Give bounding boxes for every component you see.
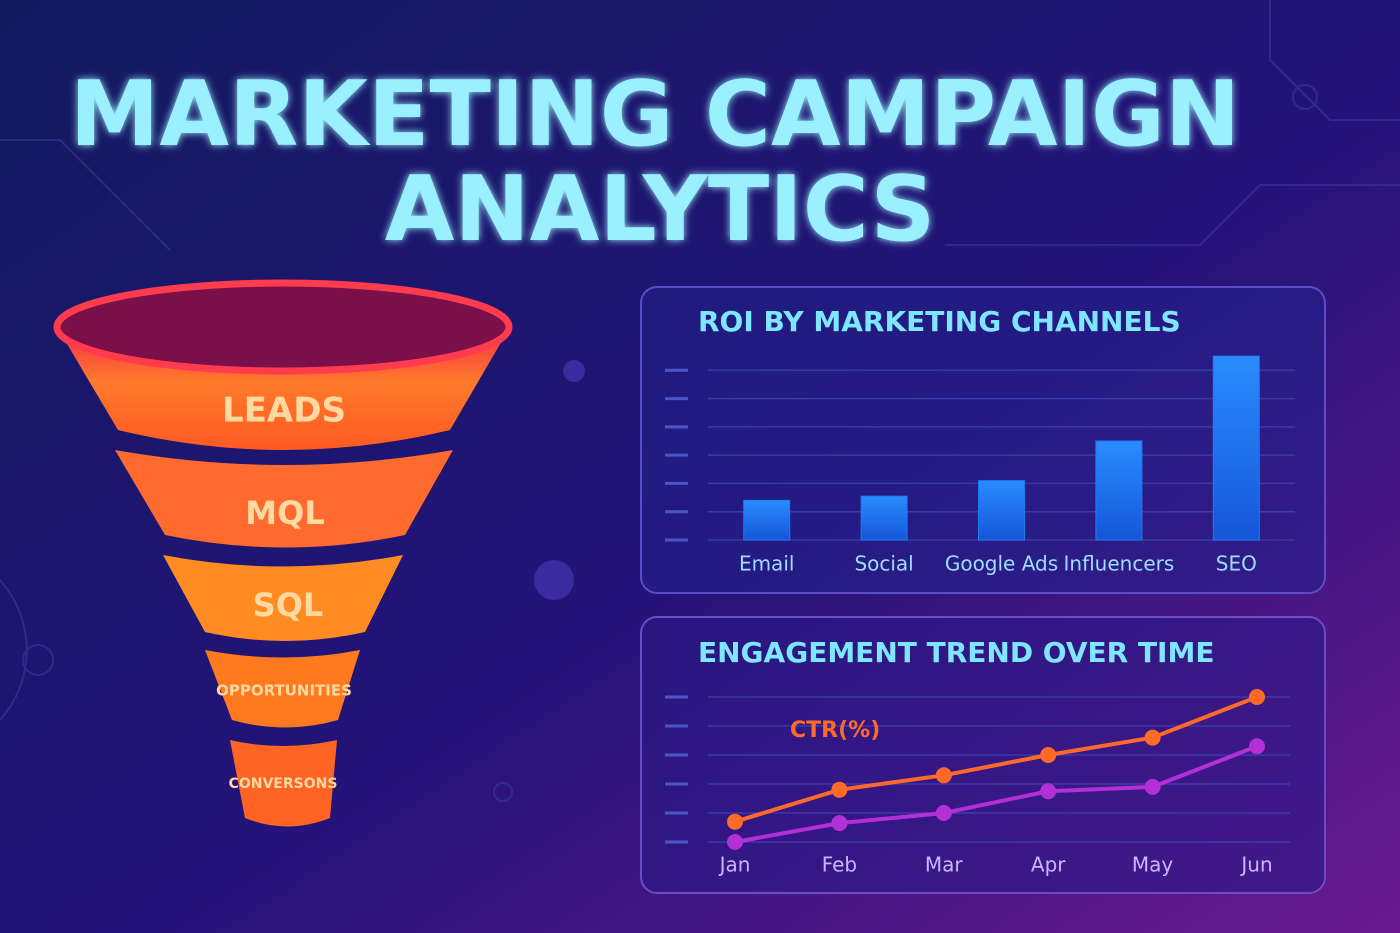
point bbox=[1040, 783, 1057, 800]
line bbox=[734, 744, 1258, 844]
title: MARKETING CAMPAIGN bbox=[70, 62, 1240, 167]
x-tick-label: Jun bbox=[1239, 853, 1272, 877]
bar bbox=[860, 495, 908, 541]
point bbox=[1249, 738, 1265, 755]
funnel-stage bbox=[115, 450, 453, 548]
line bbox=[734, 695, 1258, 824]
x-tick-label: Mar bbox=[925, 853, 964, 877]
bar bbox=[1095, 440, 1143, 541]
funnel-label: SQL bbox=[253, 586, 324, 624]
funnel-stage bbox=[230, 740, 337, 827]
funnel-stage bbox=[205, 650, 360, 728]
x-tick-label: SEO bbox=[1216, 552, 1257, 576]
x-tick-label: May bbox=[1132, 853, 1174, 877]
point bbox=[831, 815, 848, 832]
decoration bbox=[0, 0, 1400, 802]
x-tick-label: Feb bbox=[822, 853, 857, 877]
point bbox=[935, 767, 952, 784]
point bbox=[831, 781, 848, 798]
funnel-label: LEADS bbox=[222, 391, 346, 431]
x-tick-label: Email bbox=[739, 552, 795, 576]
bar bbox=[1212, 355, 1260, 541]
x-tick-label: Apr bbox=[1031, 853, 1066, 877]
point bbox=[1040, 747, 1057, 763]
x-tick-label: Jan bbox=[718, 853, 751, 877]
decoration bbox=[534, 560, 574, 600]
point bbox=[727, 834, 743, 850]
funnel-rim bbox=[53, 279, 513, 375]
series-label: CTR(%) bbox=[790, 718, 880, 743]
bar bbox=[978, 480, 1025, 541]
panel bbox=[640, 286, 1326, 594]
point bbox=[727, 813, 743, 830]
x-tick-label: Influencers bbox=[1064, 552, 1175, 576]
point bbox=[1144, 778, 1161, 795]
funnel-label: CONVERSONS bbox=[229, 776, 338, 792]
point bbox=[1144, 729, 1161, 746]
decoration bbox=[563, 360, 585, 382]
title: ANALYTICS bbox=[385, 157, 936, 262]
chart-title: ROI BY MARKETING CHANNELS bbox=[698, 305, 1181, 338]
funnel-label: MQL bbox=[245, 494, 324, 532]
bar bbox=[743, 499, 791, 541]
funnel-label: OPPORTUNITIES bbox=[216, 682, 352, 700]
funnel-stage bbox=[163, 555, 403, 641]
chart-title: ENGAGEMENT TREND OVER TIME bbox=[698, 636, 1214, 669]
point bbox=[935, 805, 952, 821]
x-tick-label: Social bbox=[854, 552, 913, 576]
x-tick-label: Google Ads bbox=[945, 552, 1058, 576]
funnel bbox=[53, 279, 513, 827]
point bbox=[1249, 689, 1265, 705]
